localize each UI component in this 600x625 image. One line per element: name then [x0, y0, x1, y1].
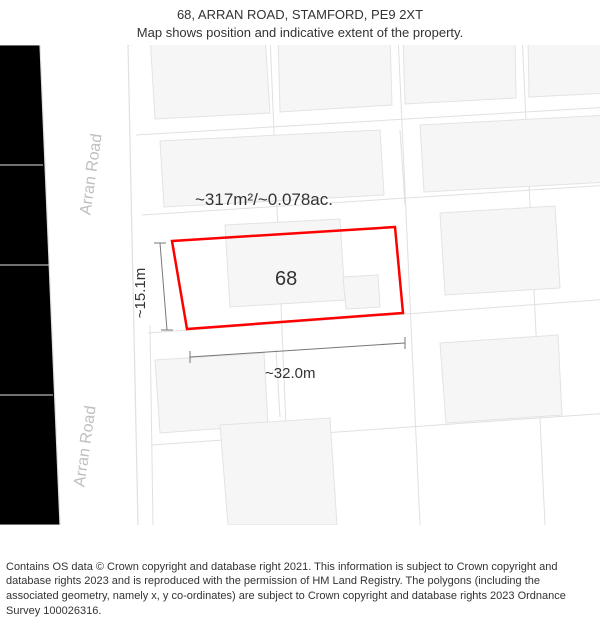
area-label: ~317m²/~0.078ac.	[195, 190, 333, 209]
width-label: ~32.0m	[265, 365, 315, 382]
map-container: 68~317m²/~0.078ac.Arran RoadArran Road~3…	[0, 45, 600, 525]
header-block: 68, ARRAN ROAD, STAMFORD, PE9 2XT Map sh…	[0, 0, 600, 42]
header-address: 68, ARRAN ROAD, STAMFORD, PE9 2XT	[0, 6, 600, 24]
height-label: ~15.1m	[132, 268, 149, 318]
header-subtitle: Map shows position and indicative extent…	[0, 24, 600, 42]
footer-copyright: Contains OS data © Crown copyright and d…	[6, 560, 594, 619]
plot-number: 68	[275, 268, 297, 290]
map-svg: 68~317m²/~0.078ac.Arran RoadArran Road~3…	[0, 45, 600, 525]
